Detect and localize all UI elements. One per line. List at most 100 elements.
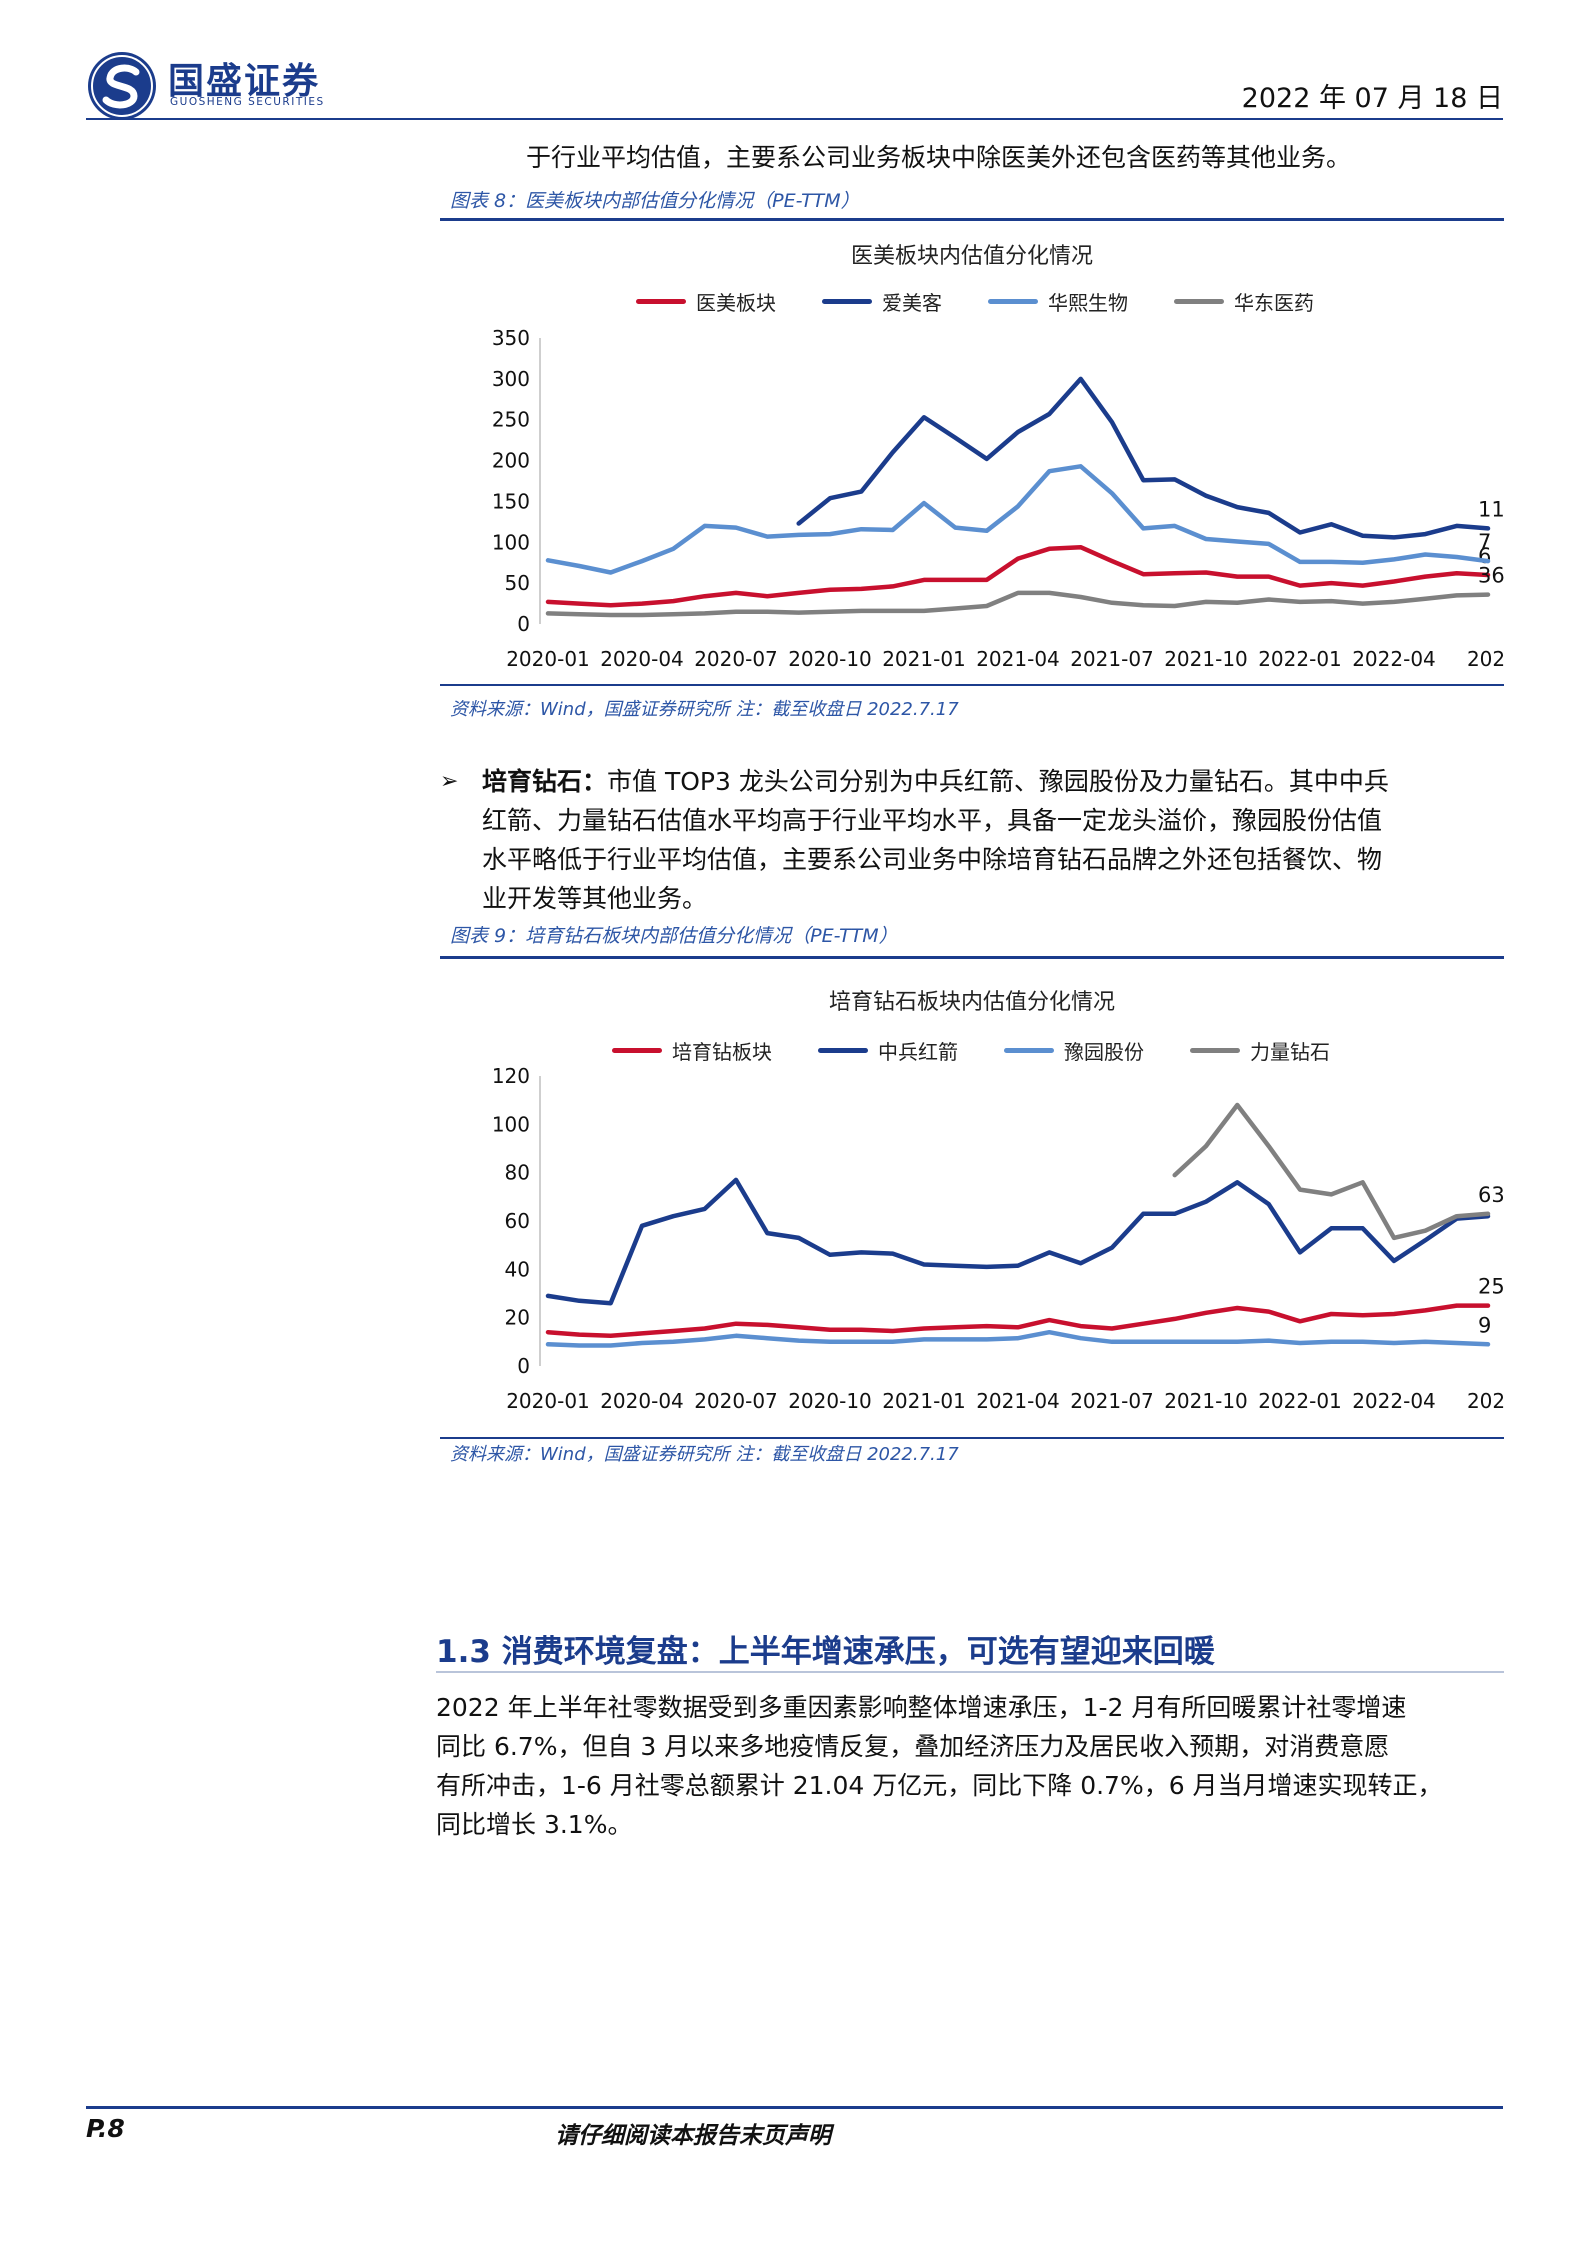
chart2-legend-item: 力量钻石 — [1190, 1036, 1330, 1065]
series-line — [545, 1329, 1491, 1348]
series-line — [545, 1177, 1491, 1306]
section-line: 有所冲击，1-6 月社零总额累计 21.04 万亿元，同比下降 0.7%，6 月… — [436, 1771, 1443, 1800]
footer-divider — [86, 2106, 1503, 2109]
section-underline — [436, 1671, 1504, 1673]
chart1-legend-item: 医美板块 — [636, 287, 776, 316]
series-end-label: 36 — [1478, 564, 1504, 588]
fig8-caption: 图表 8：医美板块内部估值分化情况（PE-TTM） — [450, 190, 860, 212]
report-date: 2022 年 07 月 18 日 — [1241, 83, 1503, 114]
section-line: 2022 年上半年社零数据受到多重因素影响整体增速承压，1-2 月有所回暖累计社… — [436, 1693, 1407, 1722]
y-tick-label: 80 — [505, 1161, 530, 1185]
bullet-line: 业开发等其他业务。 — [482, 884, 708, 913]
x-tick-label: 2021-10 — [1164, 1389, 1248, 1413]
logo-english: GUOSHENG SECURITIES — [170, 96, 325, 108]
x-tick-label: 2020-01 — [506, 647, 590, 671]
y-tick-label: 60 — [505, 1209, 530, 1233]
x-tick-label: 2022-04 — [1352, 1389, 1436, 1413]
chart2-plot: 0 20 40 60 80 100 120 2020-01 2020-04 2020-07 2020… — [492, 1064, 1504, 1413]
section-heading: 1.3 消费环境复盘：上半年增速承压，可选有望迎来回暖 — [436, 1634, 1215, 1670]
x-tick-label: 2020-07 — [694, 647, 778, 671]
chart1-title: 医美板块内估值分化情况 — [850, 244, 1093, 269]
y-tick-label: 0 — [517, 612, 530, 636]
guosheng-logo-icon — [88, 52, 156, 120]
y-tick-label: 120 — [492, 1064, 530, 1088]
x-tick-label: 2021-10 — [1164, 647, 1248, 671]
series-line — [1172, 1102, 1491, 1241]
fig9-caption: 图表 9：培育钻石板块内部估值分化情况（PE-TTM） — [450, 925, 898, 947]
legend-label: 豫园股份 — [1064, 1040, 1144, 1064]
bullet-arrow-icon: ➢ — [440, 769, 459, 794]
fig9-source: 资料来源：Wind，国盛证券研究所 注：截至收盘日 2022.7.17 — [450, 1444, 959, 1465]
legend-label: 华熙生物 — [1048, 291, 1128, 315]
x-tick-label: 2020-07 — [694, 1389, 778, 1413]
legend-label: 培育钻板块 — [672, 1040, 772, 1064]
series-end-label: 7 — [1478, 530, 1491, 554]
y-tick-label: 50 — [505, 571, 530, 595]
chart1-legend-item: 爱美客 — [822, 287, 942, 316]
bullet-line: 红箭、力量钻石估值水平均高于行业平均水平，具备一定龙头溢价，豫园股份估值 — [482, 806, 1383, 835]
x-tick-label: 2021-07 — [1070, 647, 1154, 671]
section-line: 同比 6.7%，但自 3 月以来多地疫情反复，叠加经济压力及居民收入预期，对消费… — [436, 1732, 1390, 1761]
x-tick-label: 2022- — [1467, 647, 1504, 671]
x-tick-label: 2022-01 — [1258, 1389, 1342, 1413]
y-tick-label: 40 — [505, 1257, 530, 1281]
fig9-bottom-rule — [440, 1437, 1504, 1439]
y-tick-label: 150 — [492, 489, 530, 513]
x-tick-label: 2021-01 — [882, 647, 966, 671]
series-line — [545, 590, 1491, 618]
x-tick-label: 2020-10 — [788, 647, 872, 671]
chart1-legend-item: 华熙生物 — [988, 287, 1128, 316]
series-line — [545, 464, 1491, 575]
y-tick-label: 350 — [492, 326, 530, 350]
chart2-legend: 培育钻板块 中兵红箭 豫园股份 力量钻石 — [612, 1036, 1376, 1065]
fig8-top-rule — [440, 218, 1504, 221]
x-tick-label: 2022- — [1467, 1389, 1504, 1413]
intro-line: 于行业平均估值，主要系公司业务板块中除医美外还包含医药等其他业务。 — [526, 143, 1352, 172]
x-tick-label: 2020-04 — [600, 1389, 684, 1413]
bullet-paragraph: ➢ 培育钻石：市值 TOP3 龙头公司分别为中兵红箭、豫园股份及力量钻石。其中中… — [440, 762, 1506, 918]
y-tick-label: 100 — [492, 530, 530, 554]
chart2-legend-item: 培育钻板块 — [612, 1036, 772, 1065]
x-tick-label: 2022-01 — [1258, 647, 1342, 671]
chart2-title: 培育钻石板块内估值分化情况 — [828, 990, 1115, 1015]
logo-wordmark: 国盛证券 — [168, 61, 321, 102]
series-end-label: 117 — [1478, 497, 1504, 521]
section-paragraph: 2022 年上半年社零数据受到多重因素影响整体增速承压，1-2 月有所回暖累计社… — [436, 1688, 1506, 1844]
y-tick-label: 200 — [492, 449, 530, 473]
section-line: 同比增长 3.1%。 — [436, 1810, 633, 1839]
fig8-source: 资料来源：Wind，国盛证券研究所 注：截至收盘日 2022.7.17 — [450, 699, 959, 720]
chart1-legend: 医美板块 爱美客 华熙生物 华东医药 — [636, 287, 1360, 316]
x-tick-label: 2022-04 — [1352, 647, 1436, 671]
page-number: P.8 — [86, 2114, 125, 2143]
series-end-label: 25 — [1478, 1275, 1504, 1299]
x-tick-label: 2020-01 — [506, 1389, 590, 1413]
legend-label: 华东医药 — [1234, 291, 1314, 315]
header-divider — [86, 118, 1503, 120]
y-tick-label: 20 — [505, 1306, 530, 1330]
series-line — [796, 376, 1491, 540]
chart2-legend-item: 中兵红箭 — [818, 1036, 958, 1065]
bullet-line: 市值 TOP3 龙头公司分别为中兵红箭、豫园股份及力量钻石。其中中兵 — [607, 767, 1389, 796]
bullet-line: 水平略低于行业平均估值，主要系公司业务中除培育钻石品牌之外还包括餐饮、物 — [482, 845, 1383, 874]
chart2-legend-item: 豫园股份 — [1004, 1036, 1144, 1065]
disclaimer-note: 请仔细阅读本报告末页声明 — [555, 2123, 831, 2149]
fig9-top-rule — [440, 956, 1504, 959]
x-tick-label: 2021-04 — [976, 1389, 1060, 1413]
x-tick-label: 2021-04 — [976, 647, 1060, 671]
y-tick-label: 250 — [492, 408, 530, 432]
fig8-bottom-rule — [440, 684, 1504, 686]
chart1-plot: 0 50 100 150 200 250 300 350 2020-01 2020-04 2020-… — [492, 326, 1504, 671]
chart1-legend-item: 华东医药 — [1174, 287, 1314, 316]
series-line — [545, 544, 1491, 608]
series-end-label: 63 — [1478, 1183, 1504, 1207]
x-tick-label: 2020-04 — [600, 647, 684, 671]
y-tick-label: 100 — [492, 1112, 530, 1136]
legend-label: 中兵红箭 — [878, 1040, 958, 1064]
x-tick-label: 2021-01 — [882, 1389, 966, 1413]
legend-label: 力量钻石 — [1250, 1040, 1330, 1064]
series-line — [545, 1303, 1491, 1339]
bullet-heading: 培育钻石： — [482, 767, 608, 796]
y-tick-label: 0 — [517, 1354, 530, 1378]
legend-label: 医美板块 — [696, 291, 776, 315]
x-tick-label: 2020-10 — [788, 1389, 872, 1413]
